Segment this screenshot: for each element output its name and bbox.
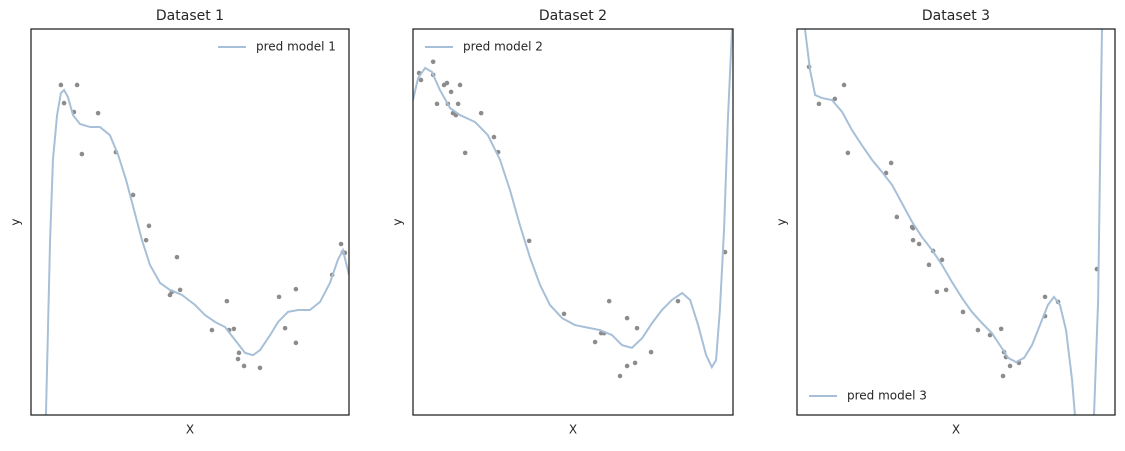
data-point [293,340,299,346]
data-point [987,332,993,338]
data-point [74,82,80,88]
data-point [444,80,450,86]
data-point [293,286,299,292]
data-point [939,257,945,263]
data-point [58,82,64,88]
data-point [592,339,598,345]
data-point [174,254,180,260]
data-point [894,214,900,220]
legend: pred model 1 [218,40,336,54]
legend: pred model 2 [425,40,543,54]
data-point [462,150,468,156]
data-point [455,101,461,107]
data-point [841,82,847,88]
legend: pred model 3 [809,389,927,403]
panel: Dataset 2 Xy pred model 2 [391,8,734,437]
data-point [960,309,966,315]
data-point [257,365,263,371]
data-point [235,356,241,362]
data-point [434,101,440,107]
data-point [478,110,484,116]
data-point [418,77,424,83]
data-point [231,326,237,332]
data-point [448,89,454,95]
plot-frame [796,28,1116,416]
data-point [61,100,67,106]
plot-frame [30,28,350,416]
x-axis-label: X [569,423,577,437]
prediction-line [44,88,349,415]
data-point [146,223,152,229]
data-point [888,160,894,166]
data-point [276,294,282,300]
plot-area [44,82,349,415]
y-axis-label: y [775,218,789,225]
data-point [430,59,436,65]
data-point [648,349,654,355]
data-point [675,298,681,304]
chart-title: Dataset 2 [539,8,607,24]
data-point [934,289,940,295]
data-point [224,298,230,304]
data-point [624,363,630,369]
x-axis-label: X [952,423,960,437]
chart-title: Dataset 3 [922,8,990,24]
x-axis-label: X [186,423,194,437]
data-point [632,360,638,366]
data-point [624,315,630,321]
data-point [143,237,149,243]
plot-area [803,29,1103,415]
prediction-line [803,29,1103,415]
data-point [910,237,916,243]
data-point [943,287,949,293]
data-point [1042,294,1048,300]
data-point [617,373,623,379]
data-point [209,327,215,333]
data-point [95,110,101,116]
y-axis-label: y [9,218,23,225]
data-point [79,151,85,157]
panel: Dataset 3 Xy pred model 3 [775,8,1116,437]
legend-label: pred model 1 [256,40,336,54]
prediction-line [413,29,733,370]
legend-label: pred model 3 [847,389,927,403]
data-point [130,192,136,198]
data-point [241,363,247,369]
plot-frame [412,28,734,416]
data-point [816,101,822,107]
data-point [491,134,497,140]
data-point [916,241,922,247]
data-point [998,326,1004,332]
data-point [1000,373,1006,379]
data-point [832,96,838,102]
data-point [561,311,567,317]
data-point [177,287,183,293]
data-point [338,241,344,247]
data-point [845,150,851,156]
chart-title: Dataset 1 [156,8,224,24]
data-point [634,325,640,331]
data-point [926,262,932,268]
panel: Dataset 1 Xy pred model 1 [9,8,350,437]
data-point [236,350,242,356]
y-axis-label: y [391,218,405,225]
data-point [282,325,288,331]
plot-area [413,29,733,379]
data-point [975,327,981,333]
legend-label: pred model 2 [463,40,543,54]
data-point [526,238,532,244]
data-point [606,298,612,304]
data-point [1007,363,1013,369]
data-point [457,82,463,88]
